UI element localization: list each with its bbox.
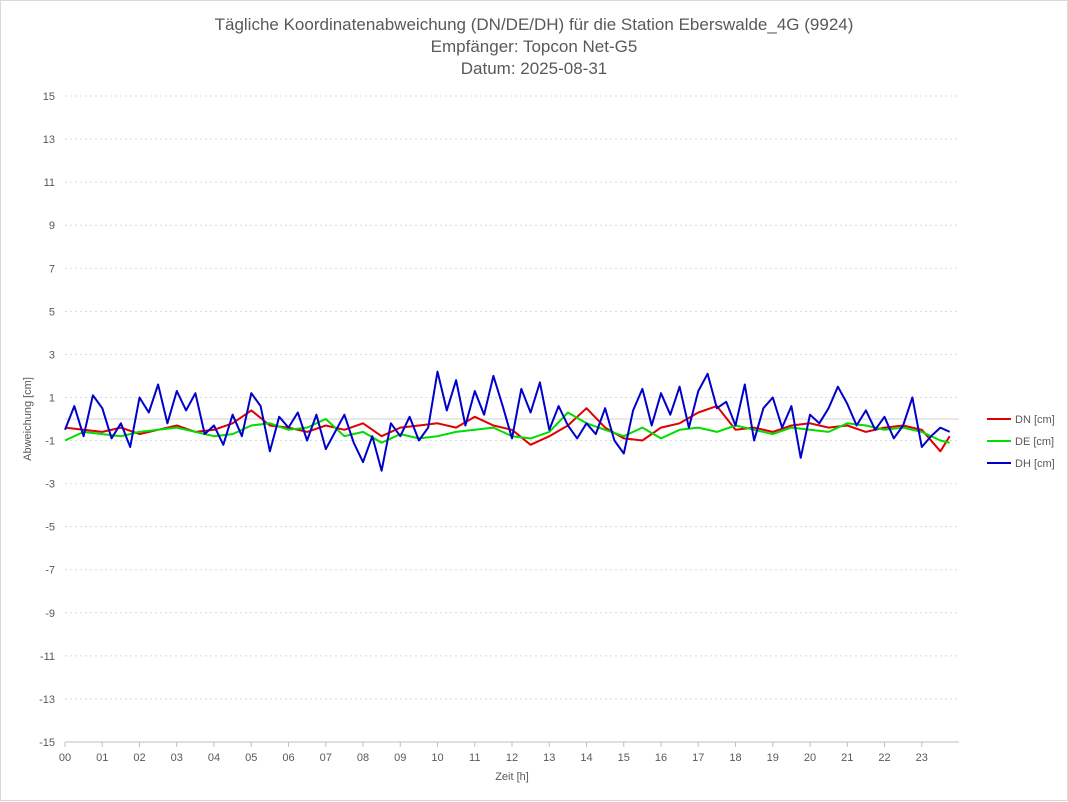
x-tick-label: 00 xyxy=(59,752,71,764)
y-tick-label: -9 xyxy=(45,608,55,620)
x-tick-label: 14 xyxy=(580,752,592,764)
x-tick-label: 17 xyxy=(692,752,704,764)
x-tick-label: 10 xyxy=(431,752,443,764)
chart-title-line-3: Datum: 2025-08-31 xyxy=(461,59,607,78)
y-axis-label: Abweichung [cm] xyxy=(22,377,34,461)
y-axis-ticks: 15 13 11 9 7 5 3 1 -1 -3 -5 -7 -9 -11 -13 -15 xyxy=(39,91,55,749)
y-tick-label: -1 xyxy=(45,436,55,448)
x-tick-label: 02 xyxy=(133,752,145,764)
y-tick-label: 15 xyxy=(43,91,55,103)
legend: DN [cm] DE [cm] DH [cm] xyxy=(987,414,1055,470)
x-tick-label: 12 xyxy=(506,752,518,764)
x-tick-label: 04 xyxy=(208,752,220,764)
x-tick-label: 23 xyxy=(916,752,928,764)
x-tick-label: 22 xyxy=(878,752,890,764)
x-tick-label: 19 xyxy=(767,752,779,764)
legend-entry: DN [cm] xyxy=(1015,414,1055,426)
y-tick-label: 13 xyxy=(43,134,55,146)
y-tick-label: -15 xyxy=(39,737,55,749)
y-tick-label: -5 xyxy=(45,522,55,534)
series-lines xyxy=(64,370,951,472)
y-tick-label: -7 xyxy=(45,565,55,577)
chart-title-line-2: Empfänger: Topcon Net-G5 xyxy=(431,37,638,56)
x-tick-label: 08 xyxy=(357,752,369,764)
series-line-dh xyxy=(64,370,951,472)
grid-lines xyxy=(65,95,959,743)
y-tick-label: -3 xyxy=(45,479,55,491)
y-tick-label: -11 xyxy=(40,651,55,663)
x-tick-label: 09 xyxy=(394,752,406,764)
x-tick-label: 18 xyxy=(729,752,741,764)
legend-entry: DH [cm] xyxy=(1015,458,1055,470)
x-tick-label: 20 xyxy=(804,752,816,764)
legend-entry: DE [cm] xyxy=(1015,436,1054,448)
y-tick-label: 11 xyxy=(44,177,55,189)
x-tick-label: 01 xyxy=(96,752,108,764)
x-tick-label: 21 xyxy=(841,752,853,764)
y-tick-label: 7 xyxy=(49,263,55,275)
x-tick-label: 05 xyxy=(245,752,257,764)
x-tick-label: 06 xyxy=(282,752,294,764)
x-tick-label: 13 xyxy=(543,752,555,764)
x-axis-ticks: 00 01 02 03 04 05 06 07 08 09 10 11 12 13 14 15 16 17 18 19… xyxy=(59,742,928,764)
x-tick-label: 07 xyxy=(320,752,332,764)
x-tick-label: 11 xyxy=(469,752,480,764)
y-tick-label: -13 xyxy=(39,694,55,706)
y-tick-label: 3 xyxy=(49,349,55,361)
y-tick-label: 1 xyxy=(49,392,55,404)
x-tick-label: 03 xyxy=(171,752,183,764)
x-tick-label: 16 xyxy=(655,752,667,764)
x-tick-label: 15 xyxy=(618,752,630,764)
y-tick-label: 9 xyxy=(49,220,55,232)
series-line-dn xyxy=(64,405,951,453)
x-axis-label: Zeit [h] xyxy=(495,771,529,783)
y-tick-label: 5 xyxy=(49,306,55,318)
series-line-de xyxy=(64,411,950,444)
chart-title-line-1: Tägliche Koordinatenabweichung (DN/DE/DH… xyxy=(215,15,854,34)
